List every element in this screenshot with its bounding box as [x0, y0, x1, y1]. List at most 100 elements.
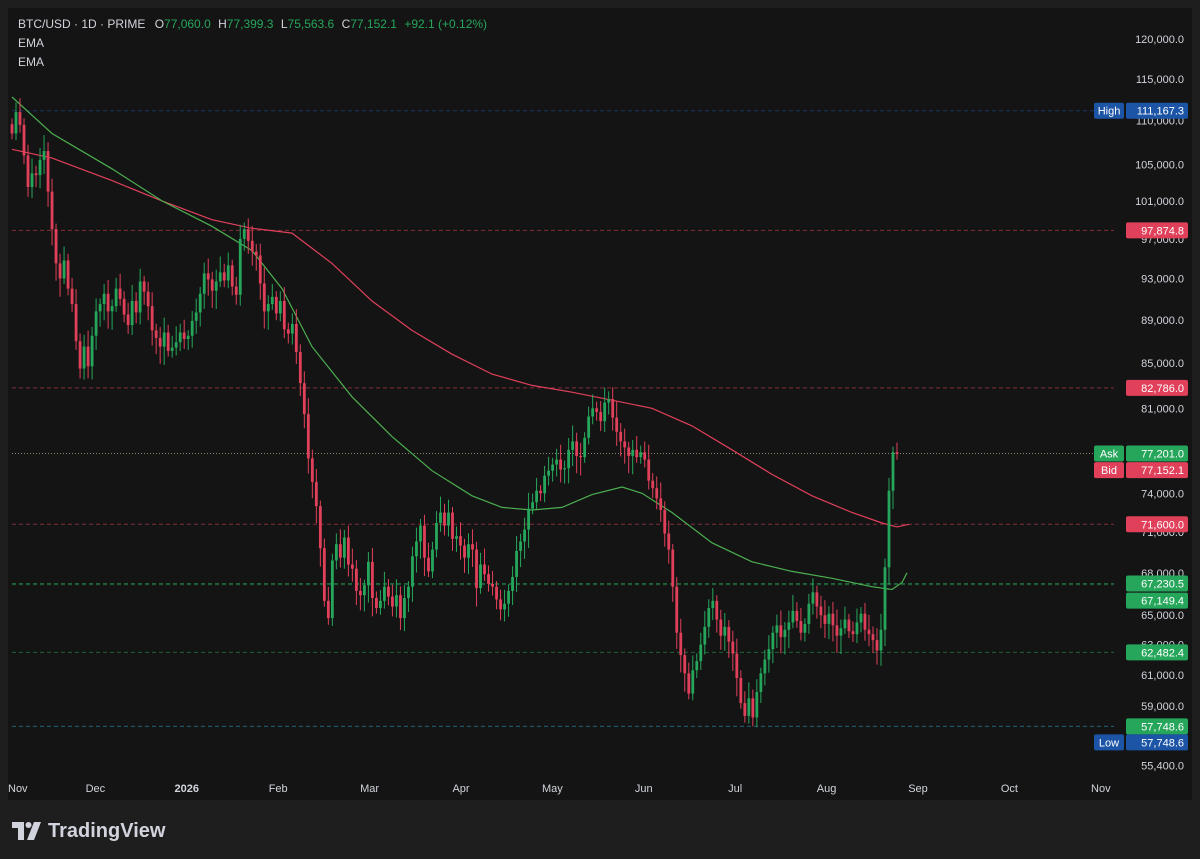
x-tick-label: May: [542, 783, 563, 795]
candle-body: [330, 560, 334, 619]
open-value: 77,060.0: [164, 17, 211, 31]
x-tick-label: Jun: [635, 783, 653, 795]
indicator-ema-slow[interactable]: EMA: [18, 55, 45, 69]
tradingview-logo-icon: [12, 822, 41, 840]
candle-body: [587, 416, 591, 438]
candle-body: [547, 470, 551, 476]
y-tick-label: 74,000.0: [1141, 488, 1184, 500]
candle-body: [391, 596, 394, 607]
price-tag-value: 67,149.4: [1141, 596, 1184, 608]
candle-body: [559, 459, 563, 470]
candle-body: [699, 644, 703, 662]
candle-body: [134, 300, 138, 313]
candle-body: [715, 600, 719, 620]
candle-body: [439, 512, 442, 523]
candle-body: [691, 670, 695, 694]
candle-body: [50, 191, 54, 230]
candle-body: [58, 263, 62, 279]
footer-brand[interactable]: TradingView: [12, 818, 165, 844]
candle-body: [122, 298, 126, 315]
candle-body: [54, 229, 58, 264]
candle-body: [467, 544, 470, 558]
candle-body: [310, 458, 314, 482]
price-scale[interactable]: [1122, 8, 1192, 800]
candlesticks: [10, 98, 899, 728]
price-tag-box: [1126, 734, 1188, 751]
indicator-ema-fast[interactable]: EMA: [18, 36, 45, 50]
candle-body: [807, 603, 811, 624]
candle-body: [154, 330, 158, 338]
candle-body: [218, 272, 222, 282]
price-tags: 111,167.3 High 97,874.8 82,786.0 77,201.0 Ask…: [1094, 102, 1188, 751]
candle-body: [10, 124, 14, 134]
candle-body: [503, 603, 506, 610]
candle-body: [867, 629, 871, 635]
candle-body: [190, 320, 194, 336]
candle-body: [871, 634, 875, 641]
candle-body: [459, 536, 462, 546]
price-tag-label: High: [1098, 106, 1121, 118]
candle-body: [883, 567, 887, 630]
candle-body: [214, 281, 218, 291]
price-tag-value: 62,482.4: [1141, 647, 1184, 659]
candle-body: [887, 490, 891, 568]
candle-body: [26, 155, 30, 188]
candle-body: [455, 536, 458, 539]
symbol-label[interactable]: BTC/USD · 1D · PRIME: [18, 17, 146, 31]
price-tag-label-box: [1094, 445, 1124, 462]
price-tag-box: [1126, 718, 1188, 735]
candle-body: [302, 383, 306, 415]
candle-body: [298, 352, 302, 384]
candle-body: [543, 475, 547, 494]
chart-panel[interactable]: [8, 8, 1122, 800]
candle-body: [831, 613, 835, 626]
candle-body: [435, 522, 438, 550]
candle-body: [98, 304, 102, 312]
price-tag-value: 57,748.6: [1141, 737, 1184, 749]
close-label: C: [341, 17, 351, 31]
candle-body: [471, 544, 474, 550]
candle-body: [479, 564, 482, 589]
candle-body: [118, 288, 122, 299]
candle-body: [34, 173, 38, 176]
candle-body: [170, 347, 174, 351]
price-tag-value: 71,600.0: [1141, 519, 1184, 531]
candle-body: [354, 568, 358, 591]
price-tag-value: 97,874.8: [1141, 225, 1184, 237]
candle-body: [775, 625, 779, 633]
candle-body: [226, 265, 230, 281]
candle-body: [491, 583, 494, 587]
candle-body: [30, 173, 34, 188]
x-axis-labels: Nov Dec 2026 Feb Mar Apr May Jun Jul Aug Sep Oct Nov: [8, 783, 1111, 795]
candle-body: [779, 625, 783, 638]
candle-body: [162, 332, 166, 347]
candle-body: [411, 556, 414, 587]
candle-body: [683, 655, 687, 674]
candle-body: [707, 607, 711, 627]
candle-body: [358, 590, 362, 596]
candle-body: [703, 626, 707, 645]
candle-body: [783, 629, 787, 638]
open-label: O: [154, 17, 165, 31]
candle-body: [507, 590, 510, 604]
candle-body: [431, 549, 434, 572]
candle-body: [318, 506, 322, 549]
candle-body: [407, 586, 410, 599]
high-label: H: [218, 17, 227, 31]
candle-body: [499, 599, 502, 610]
candle-body: [539, 490, 542, 494]
candle-body: [879, 629, 883, 651]
candle-body: [655, 488, 659, 499]
price-tag-box: [1126, 592, 1188, 609]
candle-body: [166, 332, 170, 351]
candle-body: [130, 300, 134, 326]
candle-body: [138, 281, 142, 313]
candle-body: [639, 452, 643, 458]
candle-body: [383, 586, 386, 601]
candle-body: [731, 641, 735, 654]
candle-body: [687, 673, 691, 694]
candle-body: [110, 306, 114, 312]
candle-body: [719, 619, 723, 636]
candle-body: [563, 468, 567, 470]
